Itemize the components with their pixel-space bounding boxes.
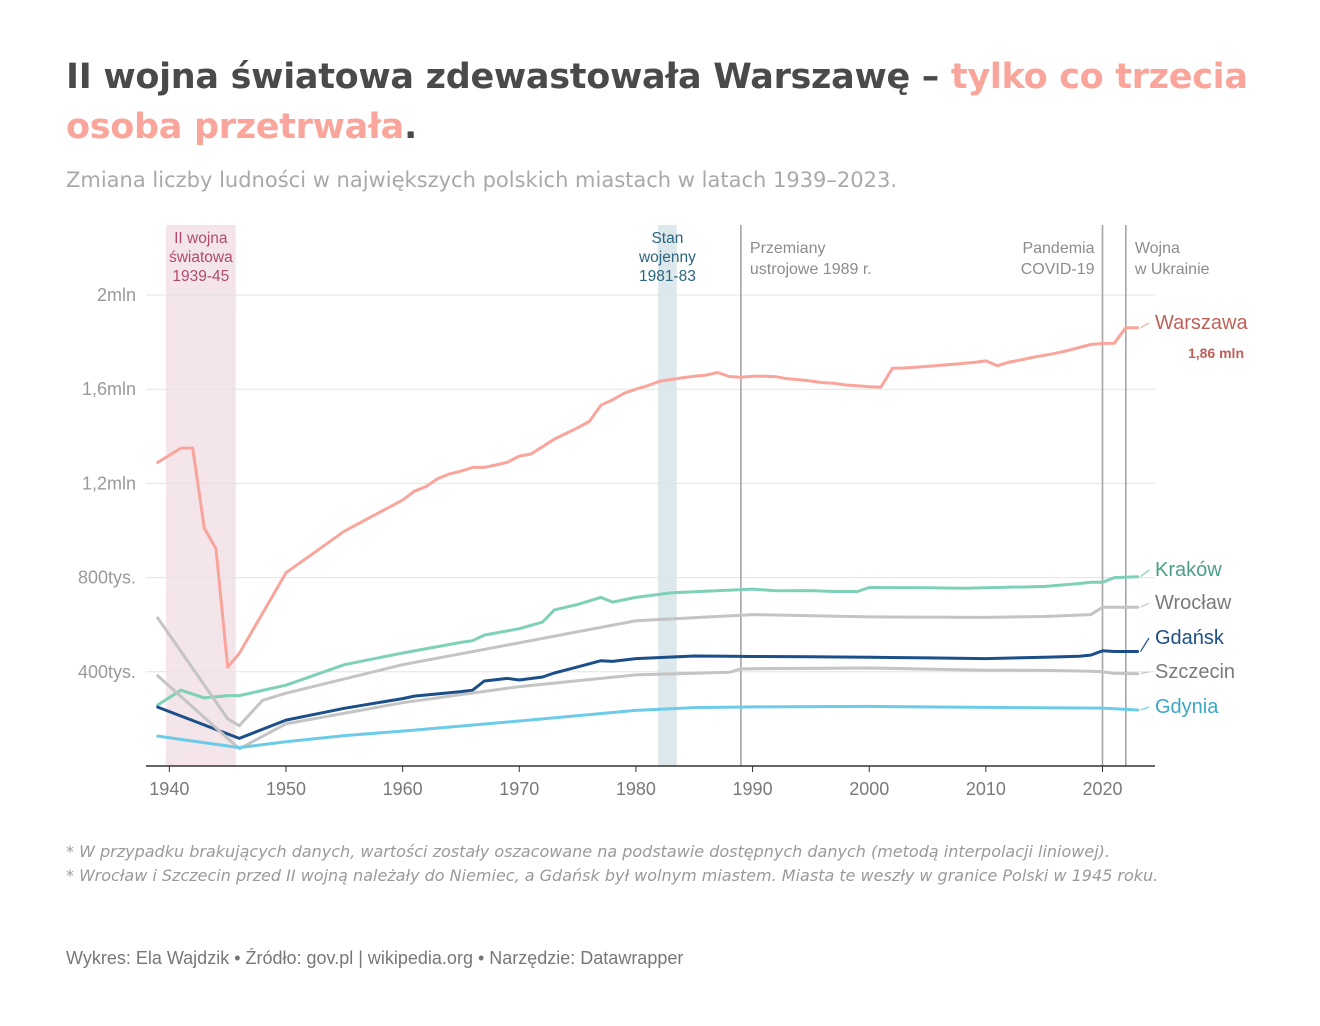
series-line-gdynia [156, 704, 1139, 750]
x-tick-label: 1990 [733, 779, 773, 799]
series-line-krakow [156, 575, 1139, 707]
x-tick-label: 2010 [966, 779, 1006, 799]
title-main: II wojna światowa zdewastowała Warszawę … [66, 57, 951, 97]
event-label: Wojna [1135, 240, 1180, 257]
event-label: ustrojowe 1989 r. [750, 261, 872, 278]
series-label-wroclaw: Wrocław [1155, 592, 1232, 614]
x-tick-label: 2020 [1082, 779, 1122, 799]
x-tick-label: 1980 [616, 779, 656, 799]
x-tick-label: 1940 [149, 779, 189, 799]
y-tick-label: 2mln [97, 285, 136, 305]
series-label-krakow: Kraków [1155, 559, 1222, 581]
series-connector [1140, 569, 1150, 578]
x-tick-label: 1960 [383, 779, 423, 799]
series-connector [1140, 602, 1150, 608]
band-label: 1939-45 [172, 268, 229, 285]
footnote-interpolation: * W przypadku brakujących danych, wartoś… [66, 842, 1110, 861]
footnotes: * W przypadku brakujących danych, wartoś… [66, 840, 1226, 888]
title-end: . [403, 107, 417, 147]
series-label-warszawa: Warszawa [1155, 312, 1248, 334]
footnote-borders: * Wrocław i Szczecin przed II wojną nale… [66, 866, 1159, 885]
x-tick-label: 1970 [499, 779, 539, 799]
band-label: Stan [651, 230, 683, 247]
series-connector [1140, 322, 1150, 329]
event-label: Przemiany [750, 240, 826, 257]
series-connector [1139, 637, 1150, 652]
y-tick-label: 1,2mln [82, 473, 136, 493]
source-credit: Wykres: Ela Wajdzik • Źródło: gov.pl | w… [66, 948, 684, 968]
event-band-1 [658, 225, 677, 766]
chart-subtitle: Zmiana liczby ludności w największych po… [66, 168, 898, 192]
series-line-wroclaw [156, 605, 1139, 728]
event-label: COVID-19 [1021, 261, 1095, 278]
title-highlight: tylko co trzecia osoba przetrwała [66, 57, 1248, 147]
x-tick-label: 2000 [849, 779, 889, 799]
series-label-gdynia: Gdynia [1155, 696, 1219, 718]
event-label: w Ukrainie [1134, 261, 1210, 278]
band-label: wojenny [638, 249, 696, 266]
y-tick-label: 800tys. [78, 568, 136, 588]
series-label-szczecin: Szczecin [1155, 661, 1235, 683]
series-label-gdansk: Gdańsk [1155, 627, 1225, 649]
band-label: 1981-83 [639, 268, 696, 285]
band-label: II wojna [174, 230, 228, 247]
event-label: Pandemia [1022, 240, 1094, 257]
series-line-warszawa [156, 326, 1139, 669]
y-tick-label: 1,6mln [82, 379, 136, 399]
band-label: światowa [169, 249, 233, 266]
x-tick-label: 1950 [266, 779, 306, 799]
chart-title: II wojna światowa zdewastowała Warszawę … [66, 52, 1266, 152]
y-tick-label: 400tys. [78, 662, 136, 682]
series-value-annotation: 1,86 mln [1188, 345, 1244, 361]
series-line-szczecin [156, 666, 1139, 751]
series-connector [1140, 671, 1150, 675]
series-connector [1140, 706, 1150, 711]
series-line-gdansk [156, 649, 1139, 740]
